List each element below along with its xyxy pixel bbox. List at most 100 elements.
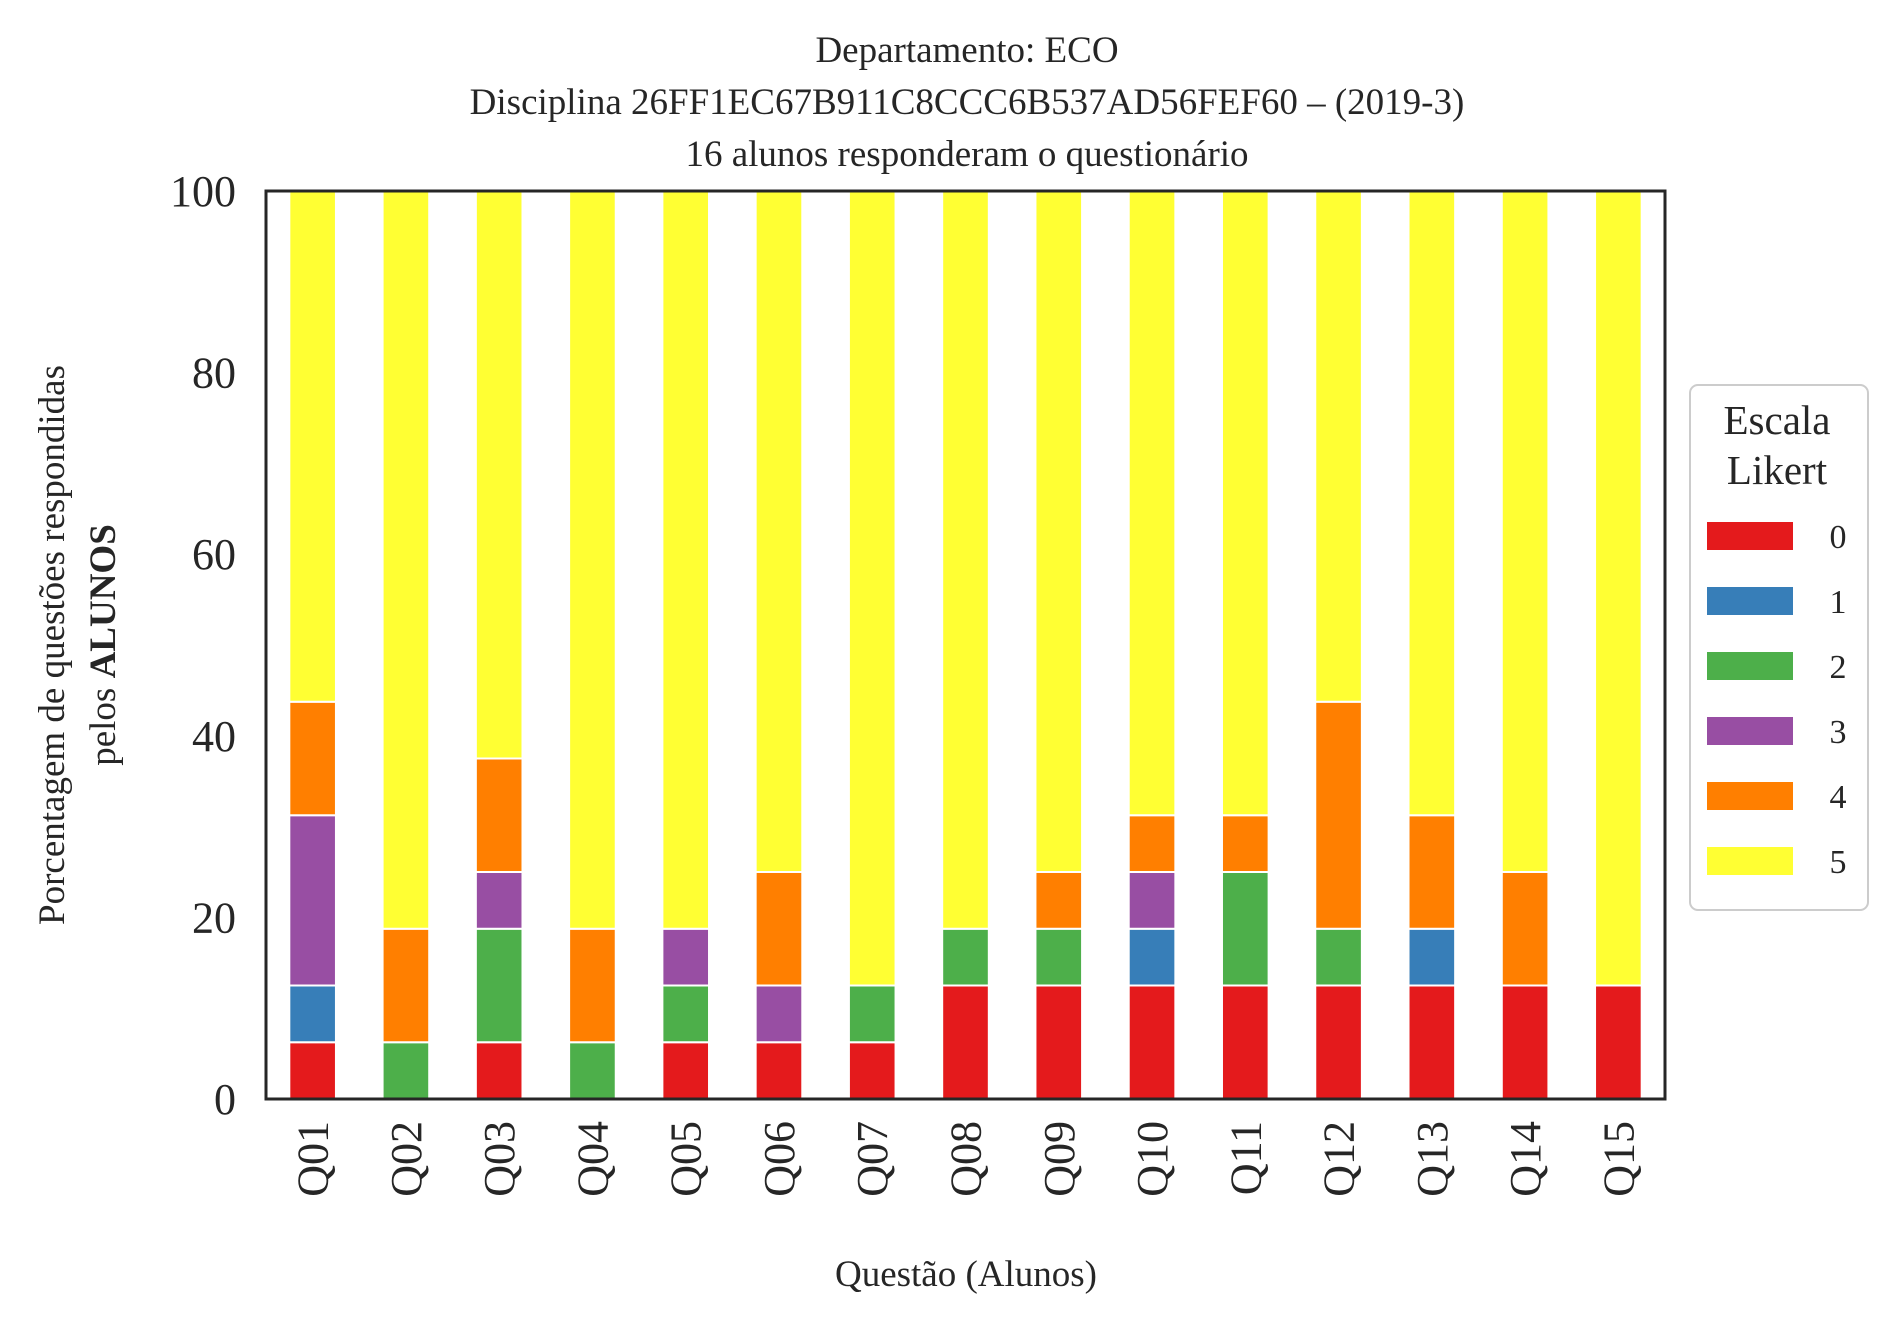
bar-segment-q09-level-0 — [1034, 984, 1084, 1100]
legend-label-3: 3 — [1830, 714, 1847, 751]
legend-swatch-0 — [1707, 522, 1793, 550]
x-tick-label-q01: Q01 — [289, 1121, 338, 1197]
legend-frame — [1689, 384, 1869, 911]
chart-title-line-2: Disciplina 26FF1EC67B911C8CCC6B537AD56FE… — [470, 82, 1465, 123]
x-tick-label-q13: Q13 — [1408, 1121, 1457, 1197]
legend-swatch-4 — [1707, 782, 1793, 810]
bar-segment-q01-level-0 — [288, 1041, 337, 1100]
y-axis-label-line-1: Porcentagem de questões respondidas — [32, 365, 73, 925]
bar-segment-q10-level-5 — [1127, 190, 1177, 817]
legend-label-0: 0 — [1830, 519, 1847, 556]
bar-segment-q14-level-5 — [1500, 190, 1550, 873]
bar-segment-q03-level-2 — [474, 927, 524, 1044]
bar-segment-q12-level-2 — [1314, 927, 1363, 987]
legend-label-1: 1 — [1830, 584, 1847, 621]
bar-segment-q06-level-5 — [754, 190, 804, 873]
bar-segment-q11-level-2 — [1220, 871, 1270, 987]
chart-title-line-3: 16 alunos responderam o questionário — [685, 134, 1248, 175]
bar-segment-q06-level-3 — [754, 984, 804, 1044]
bar-segment-q13-level-5 — [1407, 190, 1457, 817]
bar-segment-q12-level-5 — [1314, 190, 1363, 703]
bar-segment-q03-level-3 — [474, 871, 524, 930]
legend-items: 0 1 2 3 4 5 — [1707, 519, 1847, 881]
legend-swatch-1 — [1707, 587, 1793, 615]
bar-segment-q08-level-0 — [941, 984, 990, 1100]
bar-segment-q14-level-4 — [1500, 871, 1550, 987]
bar-segment-q01-level-4 — [288, 700, 337, 817]
y-tick-label: 80 — [192, 349, 236, 398]
x-tick-label-q06: Q06 — [755, 1121, 804, 1197]
y-tick-label: 0 — [214, 1075, 236, 1124]
x-tick-label-q02: Q02 — [382, 1121, 431, 1197]
legend-title-line-2: Likert — [1727, 447, 1828, 493]
bar-segment-q03-level-5 — [474, 190, 524, 760]
bar-segment-q04-level-4 — [568, 927, 617, 1044]
bar-segment-q09-level-2 — [1034, 927, 1084, 987]
bar-segment-q10-level-1 — [1127, 927, 1177, 987]
x-tick-label-q15: Q15 — [1594, 1121, 1643, 1197]
bar-segment-q07-level-5 — [847, 190, 897, 987]
chart-title-line-1: Departamento: ECO — [815, 30, 1118, 71]
bar-segment-q03-level-0 — [474, 1041, 524, 1100]
bar-segment-q10-level-3 — [1127, 871, 1177, 930]
legend-title-line-1: Escala — [1724, 397, 1831, 443]
bar-segment-q04-level-5 — [568, 190, 617, 930]
bar-segment-q05-level-0 — [661, 1041, 711, 1100]
x-tick-label-q07: Q07 — [848, 1121, 897, 1197]
x-tick-label-q12: Q12 — [1315, 1121, 1364, 1197]
bar-segment-q07-level-2 — [847, 984, 897, 1044]
x-axis-ticks: Q01 Q02 Q03 Q04 Q05 Q06 Q07 Q08 Q09 Q10 Q11 Q12 Q13 Q… — [289, 1121, 1644, 1197]
y-tick-label: 100 — [170, 167, 236, 216]
y-axis-label-bold: ALUNOS — [83, 524, 124, 678]
bar-segment-q12-level-0 — [1314, 984, 1363, 1100]
bar-segment-q09-level-5 — [1034, 190, 1084, 873]
bar-segment-q15-level-5 — [1594, 190, 1643, 987]
bar-segment-q12-level-4 — [1314, 700, 1363, 930]
bar-segment-q02-level-2 — [381, 1041, 431, 1100]
legend: Escala Likert 0 1 2 3 4 5 — [1689, 384, 1869, 911]
bar-segment-q10-level-4 — [1127, 814, 1177, 873]
y-axis-label: Porcentagem de questões respondidas pelo… — [32, 365, 124, 925]
bar-segment-q01-level-1 — [288, 984, 337, 1044]
x-tick-label-q04: Q04 — [568, 1121, 617, 1197]
y-axis-label-line-2: pelos ALUNOS — [83, 524, 124, 766]
legend-label-5: 5 — [1830, 844, 1847, 881]
bar-segment-q01-level-3 — [288, 814, 337, 987]
plot-frame — [264, 189, 1667, 1101]
bar-segment-q13-level-0 — [1407, 984, 1457, 1100]
bar-segment-q13-level-4 — [1407, 814, 1457, 930]
x-tick-label-q03: Q03 — [475, 1121, 524, 1197]
y-tick-label: 20 — [192, 893, 236, 942]
x-tick-label-q14: Q14 — [1501, 1121, 1550, 1197]
y-axis-label-prefix: pelos — [83, 678, 124, 765]
x-tick-label-q08: Q08 — [942, 1121, 991, 1197]
x-tick-label-q10: Q10 — [1128, 1121, 1177, 1197]
bar-segment-q05-level-2 — [661, 984, 711, 1044]
bar-segment-q05-level-3 — [661, 927, 711, 987]
bar-segment-q04-level-2 — [568, 1041, 617, 1100]
bar-segment-q06-level-0 — [754, 1041, 804, 1100]
bar-segment-q05-level-5 — [661, 190, 711, 930]
y-axis-ticks: 0 20 40 60 80 100 — [170, 167, 236, 1124]
bar-segment-q15-level-0 — [1594, 984, 1643, 1100]
bar-segment-q14-level-0 — [1500, 984, 1550, 1100]
bar-segment-q10-level-0 — [1127, 984, 1177, 1100]
bars-group — [288, 190, 1643, 1100]
bar-segment-q06-level-4 — [754, 871, 804, 987]
bar-segment-q08-level-5 — [941, 190, 990, 930]
bar-segment-q09-level-4 — [1034, 871, 1084, 930]
x-tick-label-q11: Q11 — [1221, 1121, 1270, 1195]
x-tick-label-q05: Q05 — [662, 1121, 711, 1197]
bar-segment-q02-level-5 — [381, 190, 431, 930]
bar-segment-q13-level-1 — [1407, 927, 1457, 987]
x-axis-label: Questão (Alunos) — [835, 1254, 1097, 1295]
legend-swatch-2 — [1707, 652, 1793, 680]
bar-segment-q11-level-5 — [1220, 190, 1270, 817]
y-tick-label: 40 — [192, 712, 236, 761]
bar-segment-q11-level-4 — [1220, 814, 1270, 873]
x-tick-label-q09: Q09 — [1035, 1121, 1084, 1197]
legend-swatch-3 — [1707, 717, 1793, 745]
bar-segment-q01-level-5 — [288, 190, 337, 703]
y-tick-label: 60 — [192, 530, 236, 579]
